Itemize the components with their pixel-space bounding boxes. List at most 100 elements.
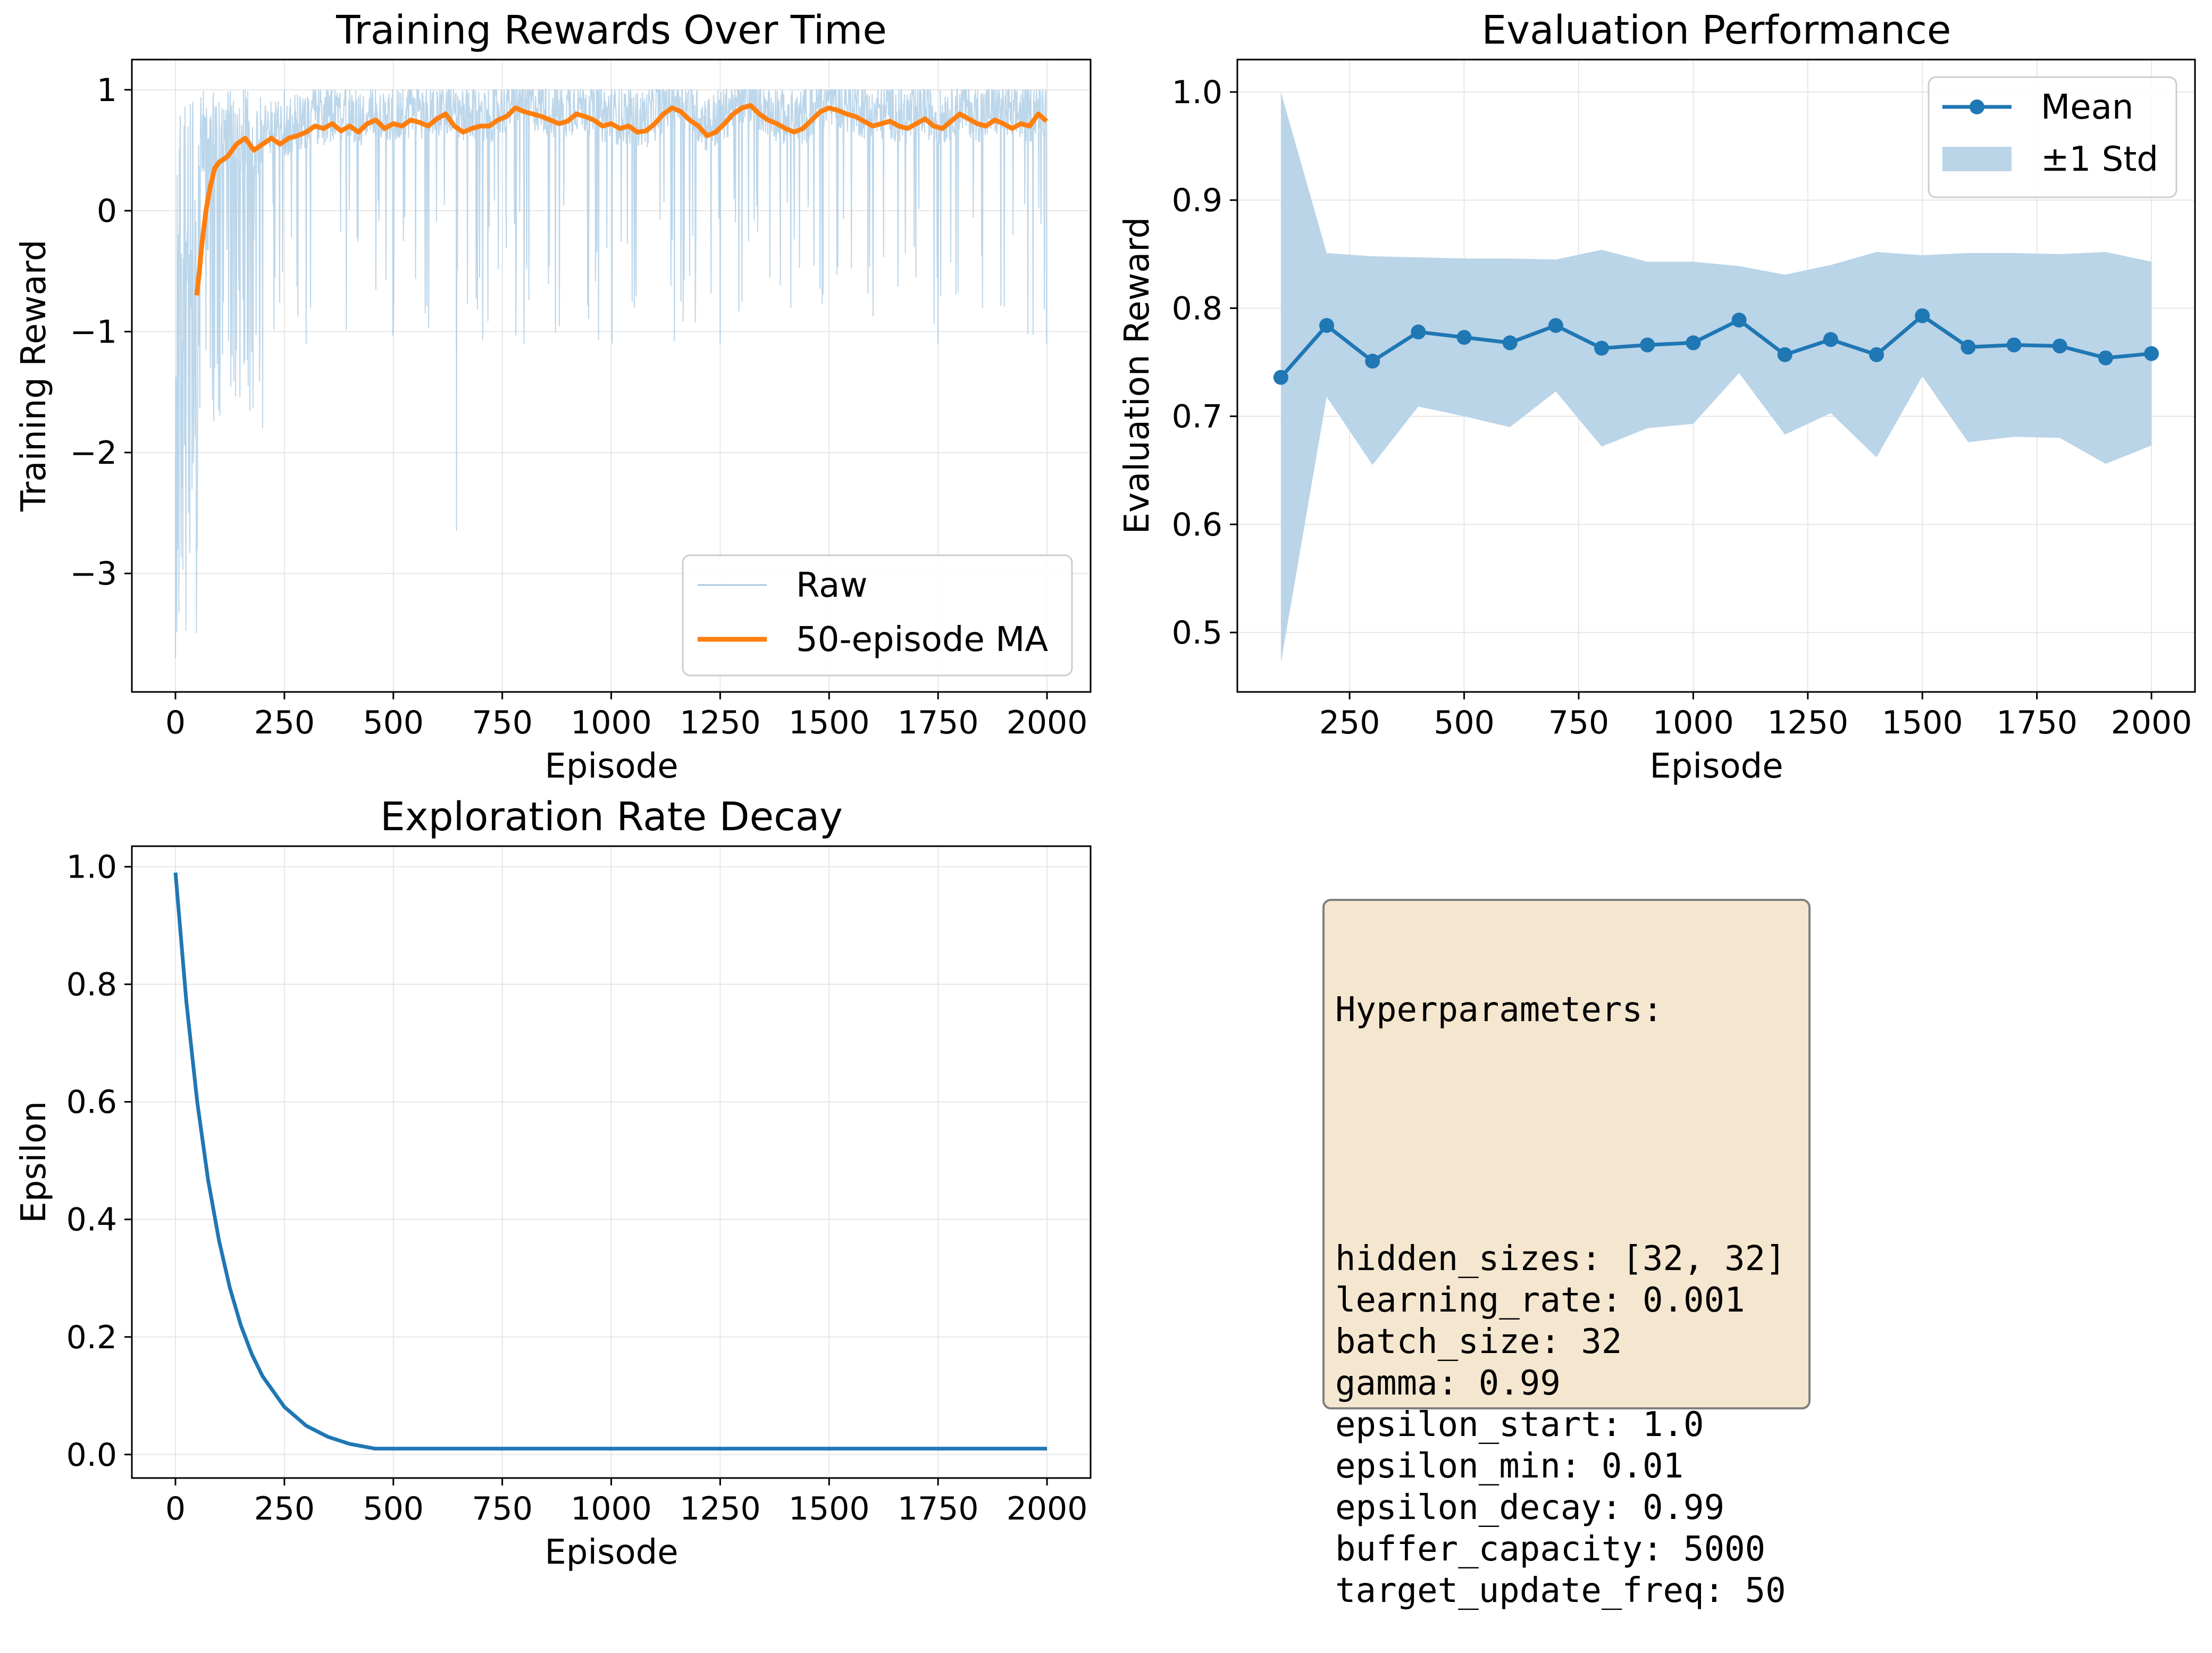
mean-point — [1777, 347, 1792, 362]
epsilon-title: Exploration Rate Decay — [380, 794, 843, 840]
epsilon-x-tick-label: 1000 — [571, 1490, 652, 1527]
training-x-tick-label: 0 — [165, 704, 186, 741]
epsilon-x-ticks: 0 250 500 750 1000 1250 1500 1750 2000 — [165, 1478, 1088, 1527]
hyperparameter-line: buffer_capacity: 5000 — [1335, 1530, 1766, 1569]
evaluation-x-tick-label: 1000 — [1653, 704, 1734, 741]
epsilon-y-tick-label: 0.0 — [66, 1437, 117, 1474]
training-y-tick-label: 0 — [97, 193, 117, 230]
mean-point — [2098, 350, 2113, 365]
epsilon-x-tick-label: 1500 — [789, 1490, 870, 1527]
training-y-tick-label: −1 — [70, 314, 117, 351]
epsilon-x-tick-label: 1250 — [680, 1490, 761, 1527]
hyperparameters-list: hidden_sizes: [32, 32] learning_rate: 0.0… — [1335, 1238, 1808, 1612]
training-legend: Raw 50-episode MA — [682, 554, 1073, 677]
epsilon-x-tick-label: 1750 — [898, 1490, 979, 1527]
mean-point — [2052, 338, 2067, 354]
epsilon-y-label: Epsilon — [14, 1101, 54, 1223]
epsilon-x-tick-label: 750 — [472, 1490, 533, 1527]
mean-point — [2006, 337, 2022, 353]
evaluation-x-tick-label: 2000 — [2111, 704, 2192, 741]
evaluation-y-tick-label: 0.6 — [1172, 506, 1222, 544]
epsilon-y-tick-label: 0.2 — [66, 1319, 117, 1356]
epsilon-y-tick-label: 0.8 — [66, 966, 117, 1004]
hyperparameters-spacer — [1335, 1114, 1808, 1155]
evaluation-x-tick-label: 750 — [1548, 704, 1610, 741]
epsilon-x-tick-label: 500 — [363, 1490, 424, 1527]
training-y-ticks: −3 −2 −1 0 1 — [70, 72, 132, 592]
mean-point — [1869, 347, 1884, 362]
evaluation-y-tick-label: 0.9 — [1172, 182, 1222, 219]
evaluation-x-tick-label: 250 — [1319, 704, 1380, 741]
mean-point — [1823, 332, 1838, 347]
mean-point — [1960, 339, 1976, 355]
std-band — [1280, 92, 2152, 663]
mean-series — [1279, 314, 2152, 379]
training-y-tick-label: −2 — [70, 435, 117, 472]
mean-point — [1686, 335, 1701, 350]
training-x-tick-label: 2000 — [1007, 704, 1088, 741]
training-x-ticks: 0 250 500 750 1000 1250 1500 1750 2000 — [165, 692, 1088, 741]
hyperparameter-line: batch_size: 32 — [1335, 1322, 1622, 1362]
hyperparameter-line: hidden_sizes: [32, 32] — [1335, 1239, 1786, 1279]
mean-point — [1594, 340, 1610, 356]
epsilon-y-tick-label: 1.0 — [66, 849, 117, 886]
evaluation-y-tick-label: 0.8 — [1172, 290, 1222, 327]
legend-std-swatch — [1942, 147, 2012, 171]
mean-point — [1548, 318, 1563, 333]
evaluation-x-tick-label: 1250 — [1767, 704, 1848, 741]
evaluation-x-tick-label: 500 — [1434, 704, 1495, 741]
training-y-label: Training Reward — [14, 239, 54, 512]
hyperparameter-line: epsilon_min: 0.01 — [1335, 1447, 1684, 1486]
mean-point — [1273, 370, 1288, 385]
evaluation-panel: 250 500 750 1000 1250 1500 1750 2000 0.50.60.70… — [1118, 7, 2196, 786]
raw-reward-series — [175, 88, 1048, 658]
evaluation-y-tick-label: 0.5 — [1172, 614, 1222, 652]
evaluation-legend: Mean ±1 Std — [1928, 76, 2177, 198]
hyperparameter-line: epsilon_start: 1.0 — [1335, 1405, 1704, 1445]
hyperparameters-box: Hyperparameters: hidden_sizes: [32, 32] l… — [1322, 899, 1811, 1610]
mean-point — [1731, 312, 1747, 328]
mean-points — [1273, 308, 2159, 385]
epsilon-x-label: Episode — [544, 1533, 678, 1572]
mean-point — [1456, 330, 1472, 345]
hyperparameter-line: learning_rate: 0.001 — [1335, 1281, 1745, 1320]
hyperparameters-heading: Hyperparameters: — [1335, 990, 1663, 1030]
training-x-tick-label: 1000 — [571, 704, 652, 741]
training-x-tick-label: 1750 — [898, 704, 979, 741]
training-y-tick-label: 1 — [97, 72, 117, 109]
mean-point — [1365, 354, 1380, 369]
evaluation-x-tick-label: 1750 — [1996, 704, 2077, 741]
legend-mean-label: Mean — [2041, 88, 2133, 127]
legend-raw-label: Raw — [796, 566, 868, 605]
training-rewards-panel: 0 250 500 750 1000 1250 1500 1750 2000 −3−2−101 … — [14, 7, 1092, 786]
training-x-tick-label: 750 — [472, 704, 533, 741]
legend-mean-marker — [1970, 99, 1984, 114]
epsilon-x-tick-label: 0 — [165, 1490, 186, 1527]
hyperparameter-line: gamma: 0.99 — [1335, 1364, 1561, 1403]
evaluation-x-tick-label: 1500 — [1882, 704, 1963, 741]
moving-average-series — [194, 103, 1049, 296]
hyperparameter-line: target_update_freq: 50 — [1335, 1571, 1786, 1610]
training-legend-box — [682, 554, 1073, 677]
evaluation-y-tick-label: 1.0 — [1172, 74, 1222, 111]
evaluation-y-label: Evaluation Reward — [1118, 217, 1157, 534]
mean-point — [2144, 346, 2159, 361]
epsilon-y-ticks: 0.0 0.2 0.4 0.6 0.8 1.0 — [66, 849, 132, 1474]
epsilon-panel: 0 250 500 750 1000 1250 1500 1750 2000 0.0 0.2 0.4… — [14, 794, 1092, 1572]
mean-point — [1411, 324, 1426, 340]
epsilon-x-tick-label: 250 — [254, 1490, 315, 1527]
training-x-tick-label: 250 — [254, 704, 315, 741]
epsilon-x-tick-label: 2000 — [1007, 1490, 1088, 1527]
mean-point — [1502, 335, 1518, 350]
evaluation-title: Evaluation Performance — [1482, 7, 1951, 53]
training-x-label: Episode — [544, 747, 678, 786]
hyperparameter-line: epsilon_decay: 0.99 — [1335, 1488, 1725, 1527]
evaluation-x-ticks: 250 500 750 1000 1250 1500 1750 2000 — [1319, 692, 2192, 741]
training-x-tick-label: 1250 — [680, 704, 761, 741]
training-x-tick-label: 500 — [363, 704, 424, 741]
training-title: Training Rewards Over Time — [336, 7, 887, 53]
evaluation-x-label: Episode — [1649, 747, 1783, 786]
training-x-tick-label: 1500 — [789, 704, 870, 741]
mean-point — [1640, 337, 1655, 353]
epsilon-grid — [132, 846, 1091, 1478]
